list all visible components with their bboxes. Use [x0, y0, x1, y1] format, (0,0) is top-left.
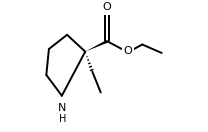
Text: O: O: [124, 46, 132, 56]
Text: O: O: [102, 2, 111, 12]
Text: N: N: [58, 103, 67, 113]
Text: H: H: [59, 114, 66, 124]
Polygon shape: [85, 40, 108, 52]
